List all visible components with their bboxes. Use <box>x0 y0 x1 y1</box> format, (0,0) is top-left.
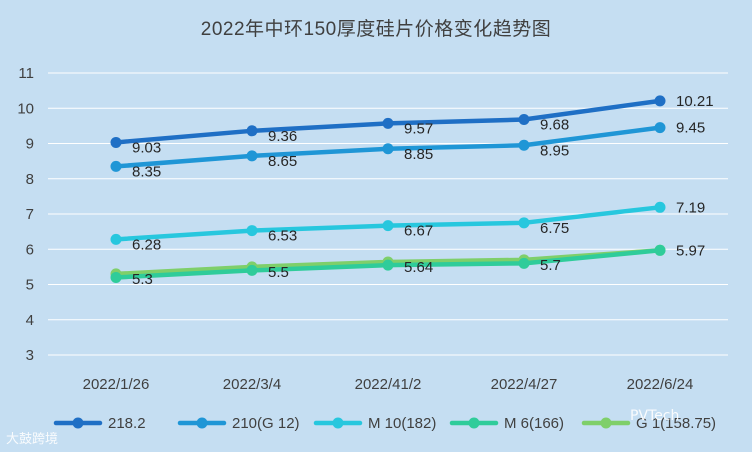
y-tick-label: 9 <box>26 136 34 153</box>
data-label: 9.45 <box>676 120 705 137</box>
x-tick-label: 2022/1/26 <box>83 376 150 393</box>
data-label: 8.95 <box>540 142 569 159</box>
data-point <box>518 114 530 126</box>
y-tick-label: 3 <box>26 347 34 364</box>
data-label: 9.03 <box>132 139 161 156</box>
data-label: 9.68 <box>540 117 569 134</box>
data-point <box>246 150 258 162</box>
watermark-left: 大鼓跨境 <box>6 432 59 447</box>
data-point <box>110 233 122 245</box>
data-label: 6.28 <box>132 236 161 253</box>
legend-label: 218.2 <box>108 415 146 432</box>
x-tick-label: 2022/4/27 <box>491 376 558 393</box>
y-tick-label: 11 <box>18 65 34 82</box>
x-tick-label: 2022/6/24 <box>627 376 694 393</box>
data-label: 5.5 <box>268 264 289 281</box>
legend-label: M 10(182) <box>368 415 436 432</box>
data-label: 8.35 <box>132 163 161 180</box>
legend-swatch-marker <box>468 417 480 429</box>
data-point <box>518 217 530 229</box>
data-label: 10.21 <box>676 93 714 110</box>
watermark-right: PVTech <box>630 408 680 424</box>
data-point <box>246 225 258 237</box>
data-label: 5.7 <box>540 257 561 274</box>
data-label: 5.97 <box>676 242 705 259</box>
data-point <box>382 143 394 155</box>
y-tick-label: 6 <box>26 241 34 258</box>
x-tick-label: 2022/3/4 <box>223 376 281 393</box>
data-label: 8.85 <box>404 146 433 163</box>
data-label: 8.65 <box>268 153 297 170</box>
data-label: 5.3 <box>132 271 153 288</box>
data-label: 9.36 <box>268 128 297 145</box>
y-tick-label: 4 <box>26 312 34 329</box>
data-point <box>518 139 530 151</box>
legend-label: M 6(166) <box>504 415 564 432</box>
data-point <box>518 257 530 269</box>
legend-swatch-marker <box>600 417 612 429</box>
data-label: 5.64 <box>404 259 433 276</box>
y-tick-label: 5 <box>26 277 34 294</box>
y-tick-label: 10 <box>17 100 34 117</box>
data-point <box>382 117 394 129</box>
legend-swatch-marker <box>72 417 84 429</box>
legend-swatch-marker <box>332 417 344 429</box>
data-point <box>654 122 666 134</box>
data-point <box>110 136 122 148</box>
chart-title: 2022年中环150厚度硅片价格变化趋势图 <box>200 19 552 40</box>
data-point <box>110 271 122 283</box>
data-point <box>382 220 394 232</box>
data-label: 6.75 <box>540 220 569 237</box>
data-point <box>246 264 258 276</box>
data-point <box>654 95 666 107</box>
data-label: 6.53 <box>268 228 297 245</box>
data-point <box>654 244 666 256</box>
legend-label: G 1(158.75) <box>636 415 716 432</box>
data-label: 6.67 <box>404 223 433 240</box>
x-tick-label: 2022/41/2 <box>355 376 422 393</box>
data-point <box>110 160 122 172</box>
data-point <box>246 125 258 137</box>
data-point <box>382 259 394 271</box>
y-tick-label: 8 <box>26 171 34 188</box>
y-tick-label: 7 <box>26 206 34 223</box>
legend-swatch-marker <box>196 417 208 429</box>
data-point <box>654 201 666 213</box>
legend-label: 210(G 12) <box>232 415 300 432</box>
data-label: 7.19 <box>676 199 705 216</box>
data-label: 9.57 <box>404 120 433 137</box>
